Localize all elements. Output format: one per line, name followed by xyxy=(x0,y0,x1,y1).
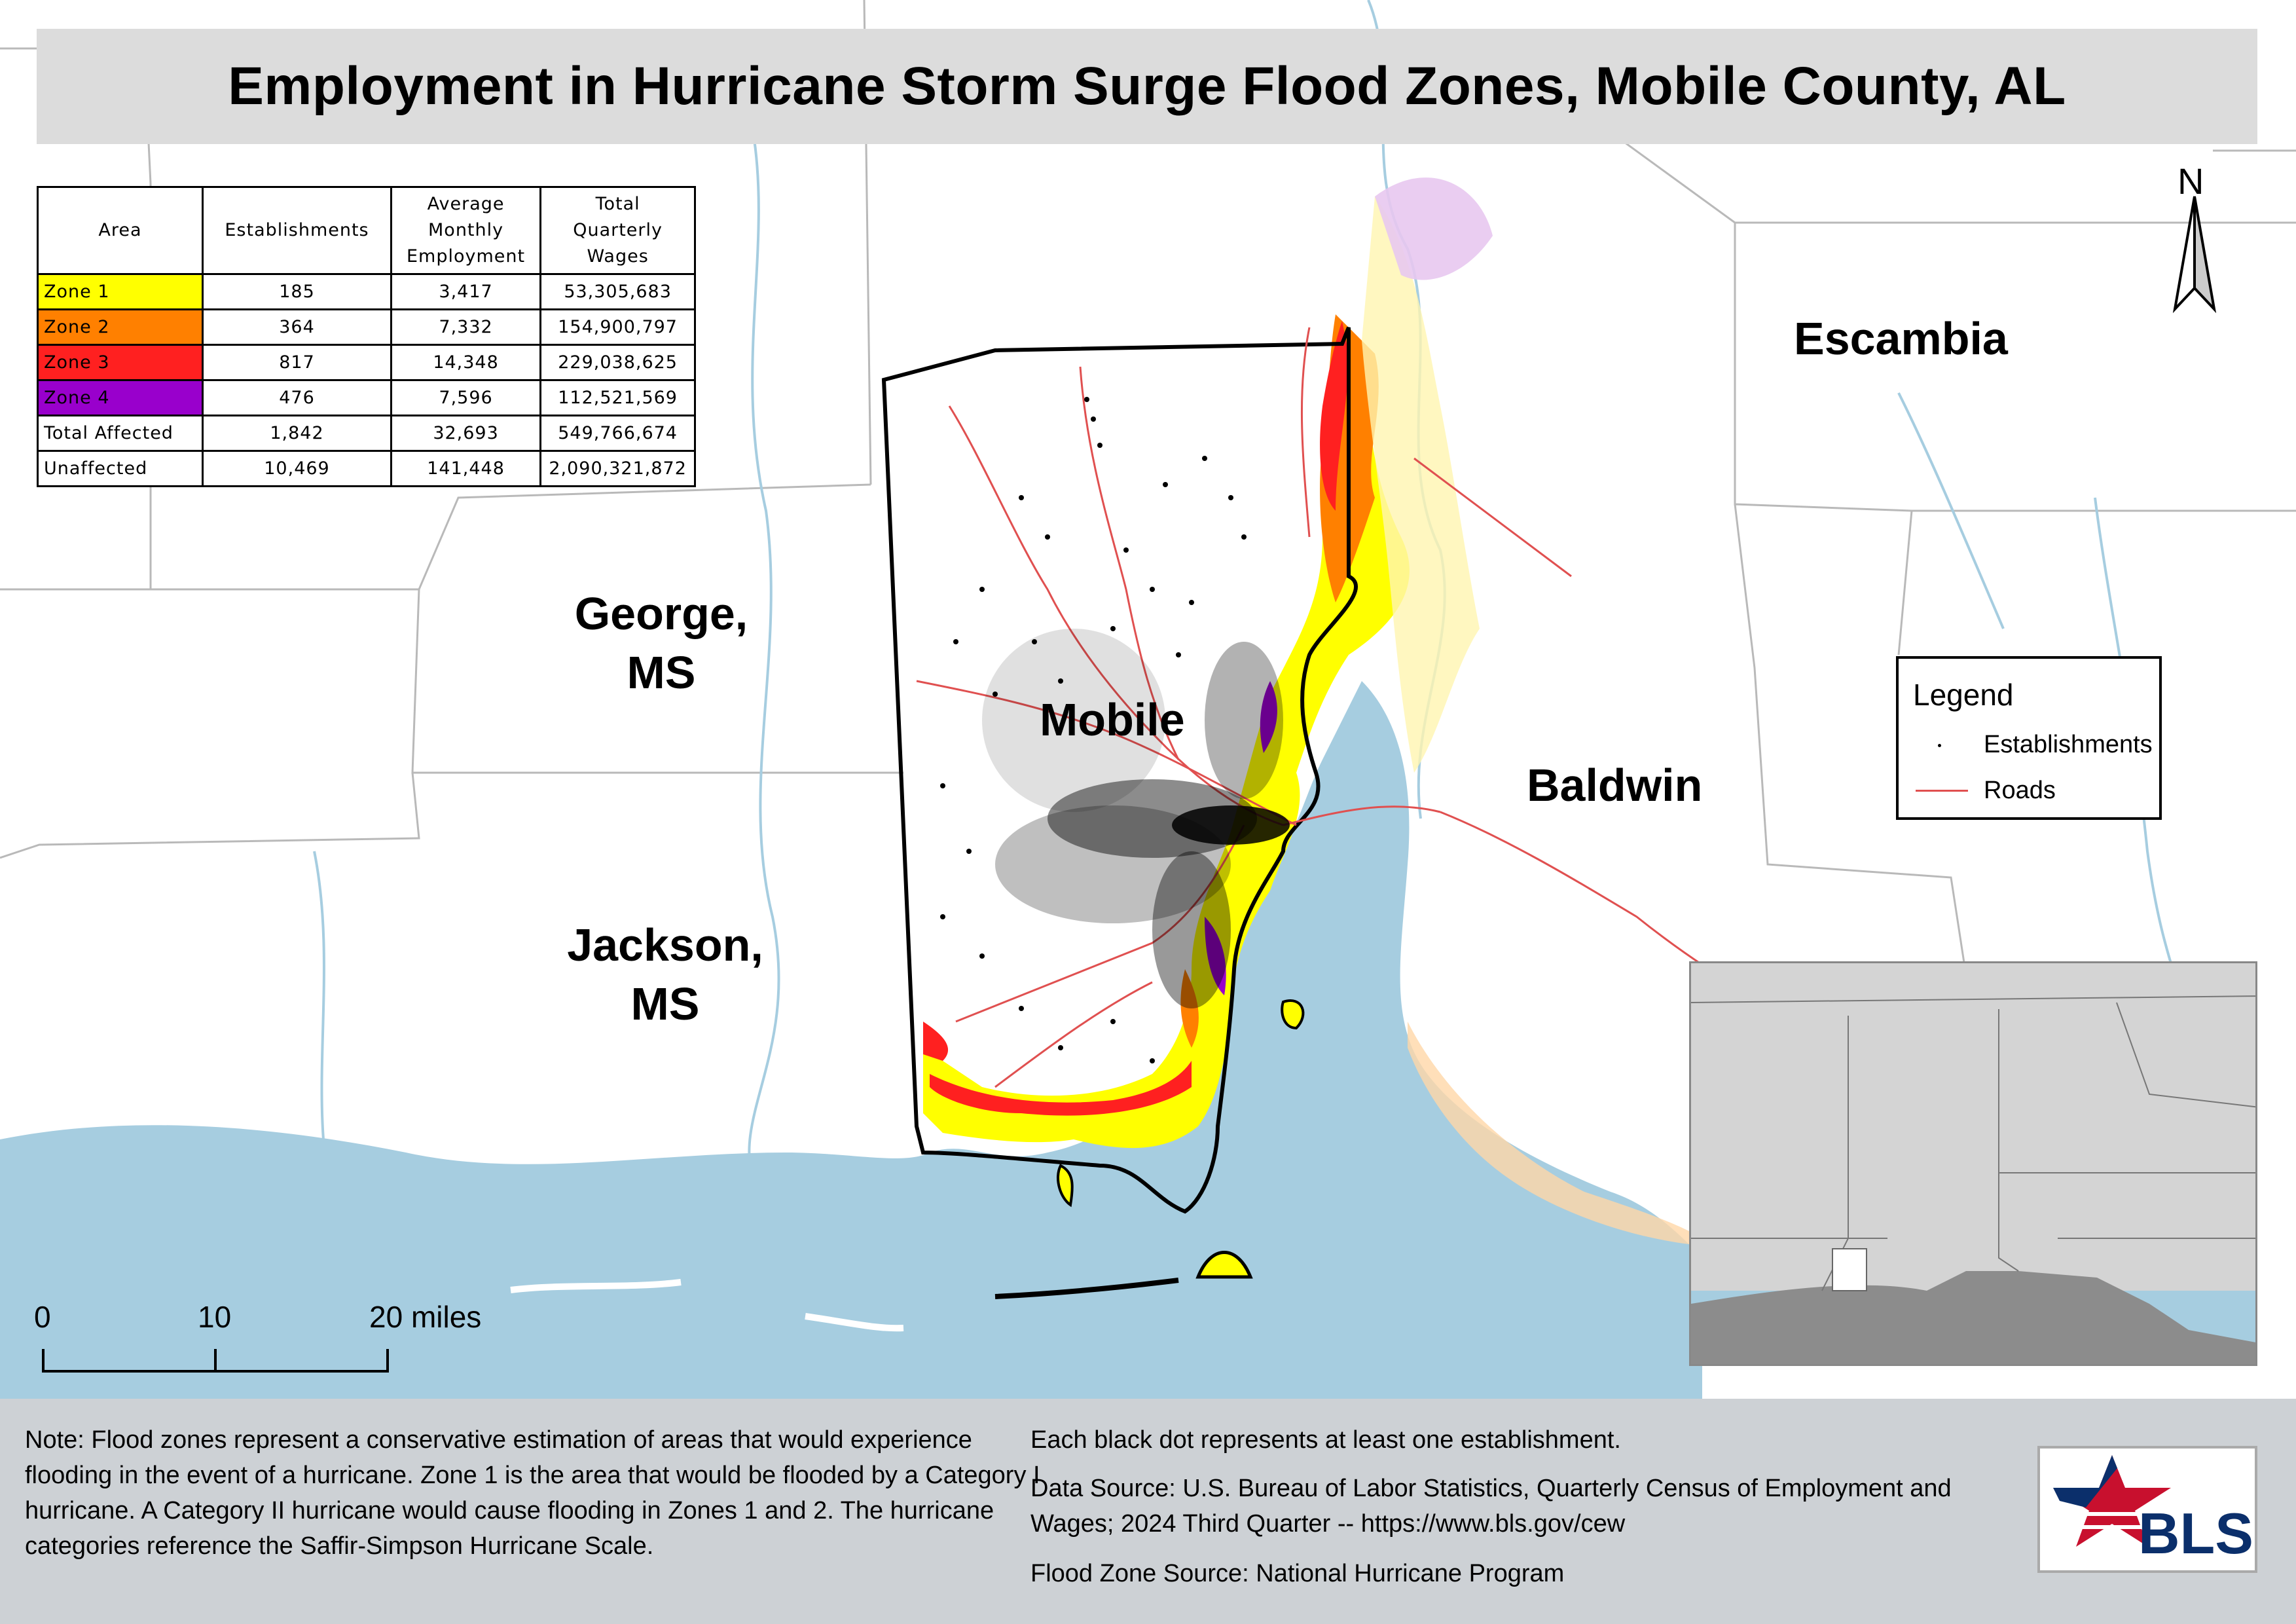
table-cell: 2,090,321,872 xyxy=(539,450,697,487)
scale-tick-20: 20 miles xyxy=(369,1300,482,1334)
establishment-dot-icon xyxy=(1938,744,1941,747)
legend-title: Legend xyxy=(1913,678,2014,712)
mobile-county-inset xyxy=(1832,1248,1867,1291)
table-row: Total Affected 1,842 32,693 549,766,674 xyxy=(37,415,697,452)
title-bar: Employment in Hurricane Storm Surge Floo… xyxy=(37,29,2257,144)
table-cell: 32,693 xyxy=(390,415,542,452)
table-cell: 10,469 xyxy=(202,450,392,487)
table-row: Zone 2 364 7,332 154,900,797 xyxy=(37,308,697,346)
label-jackson-name: Jackson, xyxy=(567,919,763,970)
table-cell: 549,766,674 xyxy=(539,415,697,452)
table-cell: 476 xyxy=(202,379,392,416)
page-title: Employment in Hurricane Storm Surge Floo… xyxy=(228,56,2066,116)
scale-tick-10: 10 xyxy=(198,1300,232,1334)
table-cell: 364 xyxy=(202,308,392,346)
north-arrow-icon xyxy=(2172,196,2217,314)
table-cell: 229,038,625 xyxy=(539,344,697,381)
scale-bar xyxy=(42,1349,389,1373)
footer-panel: Note: Flood zones represent a conservati… xyxy=(0,1399,2296,1624)
zone-1-cell: Zone 1 xyxy=(37,273,204,310)
gulf-water xyxy=(0,681,1702,1401)
header-establishments: Establishments xyxy=(202,186,392,275)
label-george-state: MS xyxy=(627,647,696,698)
table-cell: 154,900,797 xyxy=(539,308,697,346)
flood-zone-note: Note: Flood zones represent a conservati… xyxy=(25,1426,1040,1560)
table-cell: 141,448 xyxy=(390,450,542,487)
data-source-note: Data Source: U.S. Bureau of Labor Statis… xyxy=(1030,1475,1952,1538)
inset-map-graphic xyxy=(1691,995,2255,1364)
label-george-name: George, xyxy=(574,588,748,639)
label-mobile: Mobile xyxy=(1040,694,1185,745)
zone-3-cell: Zone 3 xyxy=(37,344,204,381)
legend: Legend Establishments Roads xyxy=(1896,656,2162,820)
table-cell: 53,305,683 xyxy=(539,273,697,310)
legend-item-establishments: Establishments xyxy=(1984,731,2153,758)
employment-table: Area Establishments Average Monthly Empl… xyxy=(37,186,697,487)
table-row: Zone 4 476 7,596 112,521,569 xyxy=(37,379,697,416)
north-arrow-label: N xyxy=(2178,160,2204,202)
table-cell: 817 xyxy=(202,344,392,381)
mobile-county-boundary xyxy=(881,326,1358,1214)
label-jackson: Jackson, MS xyxy=(560,915,770,1033)
label-baldwin: Baldwin xyxy=(1527,760,1703,811)
bls-logo-icon: BLS xyxy=(2053,1455,2253,1566)
bls-logo-text: BLS xyxy=(2138,1501,2253,1566)
header-area: Area xyxy=(37,186,204,275)
establishment-note: Each black dot represents at least one e… xyxy=(1030,1426,1621,1454)
table-row: Unaffected 10,469 141,448 2,090,321,872 xyxy=(37,450,697,487)
table-cell: 1,842 xyxy=(202,415,392,452)
table-cell: 7,596 xyxy=(390,379,542,416)
table-cell: 7,332 xyxy=(390,308,542,346)
table-cell: 112,521,569 xyxy=(539,379,697,416)
zone-4-cell: Zone 4 xyxy=(37,379,204,416)
header-wages: Total Quarterly Wages xyxy=(539,186,697,275)
table-header-row: Area Establishments Average Monthly Empl… xyxy=(37,186,697,275)
flood-zone-source-note: Flood Zone Source: National Hurricane Pr… xyxy=(1030,1560,1565,1587)
table-row: Zone 1 185 3,417 53,305,683 xyxy=(37,273,697,310)
establishment-dots xyxy=(940,397,1290,1063)
label-jackson-state: MS xyxy=(630,978,700,1029)
table-cell: 185 xyxy=(202,273,392,310)
table-cell: 14,348 xyxy=(390,344,542,381)
road-line-icon xyxy=(1916,790,1968,792)
zone-2-cell: Zone 2 xyxy=(37,308,204,346)
bls-logo: BLS xyxy=(2037,1446,2257,1573)
legend-item-roads: Roads xyxy=(1984,777,2056,804)
inset-map xyxy=(1689,961,2257,1366)
label-escambia: Escambia xyxy=(1794,313,2008,364)
table-row: Zone 3 817 14,348 229,038,625 xyxy=(37,344,697,381)
table-cell: 3,417 xyxy=(390,273,542,310)
total-affected-cell: Total Affected xyxy=(37,415,204,452)
label-george: George, MS xyxy=(563,584,759,702)
unaffected-cell: Unaffected xyxy=(37,450,204,487)
scale-tick-0: 0 xyxy=(34,1300,51,1334)
header-employment: Average Monthly Employment xyxy=(390,186,542,275)
